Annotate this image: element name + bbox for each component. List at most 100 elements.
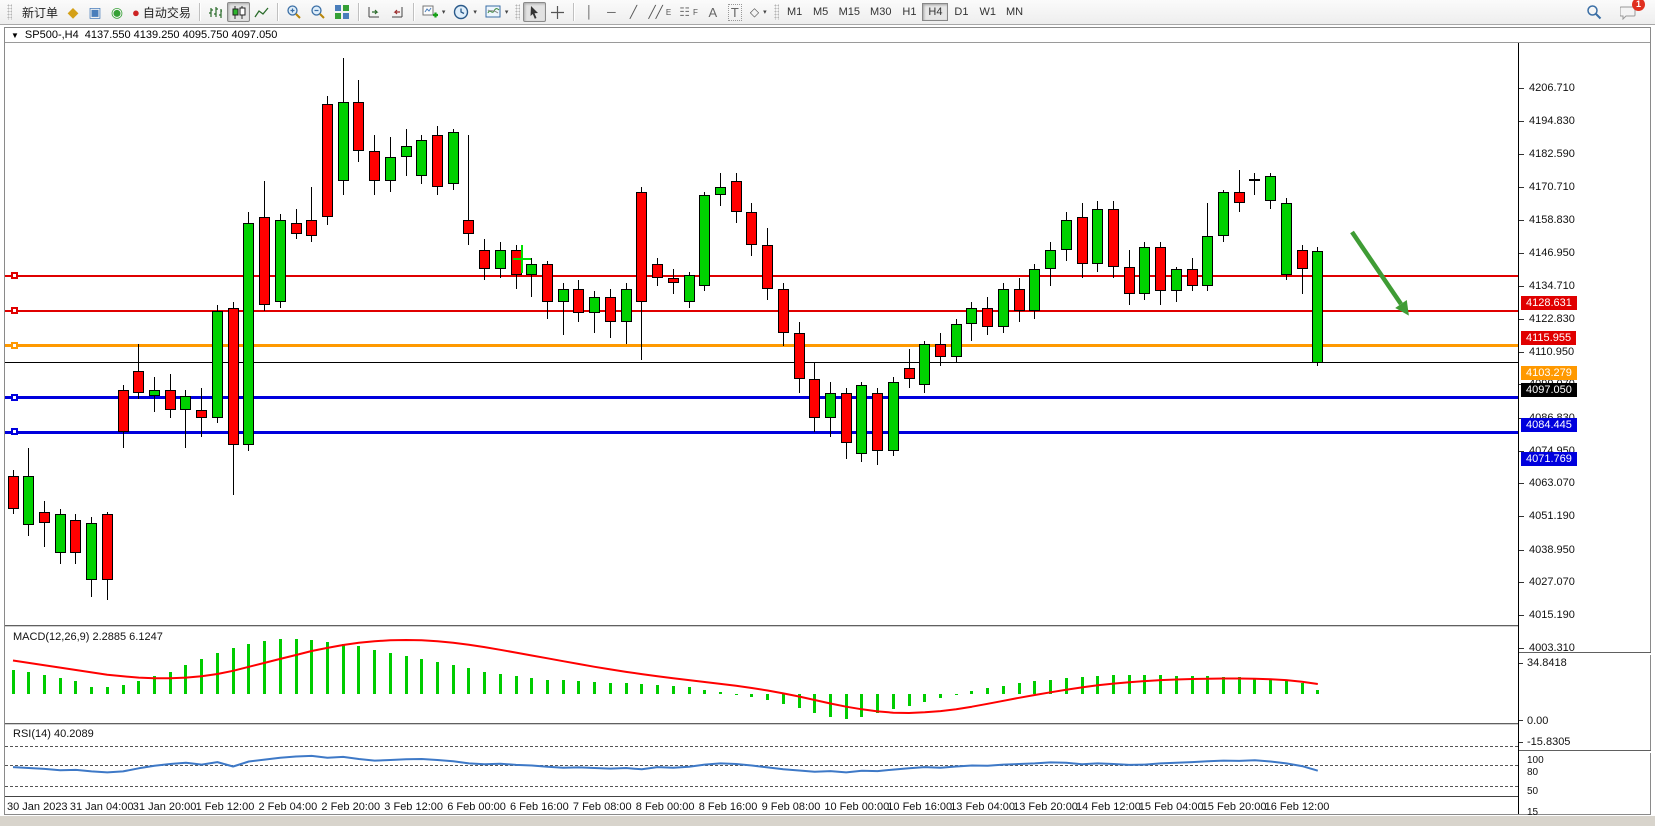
candle-20[interactable] bbox=[321, 104, 333, 217]
candle-19[interactable] bbox=[306, 219, 318, 237]
time-label[interactable]: 6 Feb 16:00 bbox=[510, 801, 569, 813]
time-label[interactable]: 6 Feb 00:00 bbox=[447, 801, 506, 813]
timeframe-button-m5[interactable]: M5 bbox=[813, 6, 829, 18]
candle-55[interactable] bbox=[872, 393, 884, 451]
candle-68[interactable] bbox=[1076, 217, 1088, 264]
fibonacci-tool-button[interactable]: ☷ F bbox=[675, 2, 702, 22]
timeframe-button-d1[interactable]: D1 bbox=[954, 6, 969, 18]
candle-45[interactable] bbox=[714, 186, 726, 196]
candle-47[interactable] bbox=[746, 211, 758, 245]
candle-67[interactable] bbox=[1060, 219, 1072, 251]
line-chart-mode-button[interactable] bbox=[250, 2, 273, 22]
time-label[interactable]: 16 Feb 12:00 bbox=[1264, 801, 1330, 813]
horizontal-line-tool-button[interactable]: ─ bbox=[600, 2, 622, 22]
candle-71[interactable] bbox=[1123, 266, 1135, 295]
candle-13[interactable] bbox=[211, 310, 223, 418]
candle-78[interactable] bbox=[1233, 192, 1245, 204]
tile-windows-button[interactable] bbox=[330, 2, 354, 22]
candle-35[interactable] bbox=[557, 288, 569, 303]
candle-1[interactable] bbox=[23, 475, 35, 526]
price-line-handle[interactable] bbox=[11, 271, 18, 279]
time-label[interactable]: 30 Jan 2023 bbox=[7, 801, 68, 813]
candle-56[interactable] bbox=[887, 382, 899, 451]
candle-51[interactable] bbox=[809, 379, 821, 418]
candle-16[interactable] bbox=[259, 217, 270, 306]
time-label[interactable]: 14 Feb 12:00 bbox=[1076, 801, 1141, 813]
candle-9[interactable] bbox=[149, 390, 160, 396]
candle-62[interactable] bbox=[982, 307, 994, 328]
candle-39[interactable] bbox=[620, 288, 632, 322]
candle-25[interactable] bbox=[400, 145, 412, 157]
candle-21[interactable] bbox=[337, 101, 349, 182]
timeframe-button-w1[interactable]: W1 bbox=[979, 6, 996, 18]
candle-29[interactable] bbox=[463, 219, 475, 234]
candle-73[interactable] bbox=[1155, 247, 1167, 292]
signals-button[interactable]: ◉ bbox=[106, 2, 128, 22]
price-line-handle[interactable] bbox=[11, 428, 18, 436]
price-line-4115.955[interactable] bbox=[5, 309, 1518, 312]
candle-34[interactable] bbox=[542, 263, 553, 303]
chart-shift-button[interactable] bbox=[386, 2, 409, 22]
candle-63[interactable] bbox=[997, 288, 1009, 328]
time-label[interactable]: 13 Feb 04:00 bbox=[950, 801, 1016, 813]
time-label[interactable]: 3 Feb 12:00 bbox=[384, 801, 444, 813]
panel-separator[interactable] bbox=[5, 723, 1518, 726]
auto-scroll-button[interactable] bbox=[363, 2, 386, 22]
candle-41[interactable] bbox=[652, 263, 663, 278]
candle-12[interactable] bbox=[196, 409, 208, 418]
time-label[interactable]: 8 Feb 00:00 bbox=[635, 801, 695, 813]
search-button[interactable] bbox=[1582, 2, 1606, 22]
crosshair-tool-button[interactable] bbox=[546, 2, 569, 22]
candle-6[interactable] bbox=[101, 514, 113, 581]
trendline-tool-button[interactable]: ╱ bbox=[622, 2, 644, 22]
candle-53[interactable] bbox=[840, 393, 852, 443]
candle-0[interactable] bbox=[7, 475, 19, 509]
price-line-4084.445[interactable] bbox=[5, 396, 1518, 399]
time-label[interactable]: 2 Feb 04:00 bbox=[258, 801, 318, 813]
zoom-out-button[interactable] bbox=[306, 2, 330, 22]
candle-64[interactable] bbox=[1013, 288, 1025, 311]
candle-10[interactable] bbox=[164, 390, 176, 410]
candle-77[interactable] bbox=[1217, 192, 1229, 237]
time-label[interactable]: 2 Feb 20:00 bbox=[321, 801, 381, 813]
candle-22[interactable] bbox=[353, 101, 365, 151]
candle-60[interactable] bbox=[950, 324, 962, 358]
timeframe-button-mn[interactable]: MN bbox=[1005, 6, 1024, 18]
candlestick-mode-button[interactable] bbox=[226, 2, 250, 22]
time-label[interactable]: 13 Feb 20:00 bbox=[1013, 801, 1078, 813]
candle-31[interactable] bbox=[494, 250, 506, 270]
time-label[interactable]: 15 Feb 04:00 bbox=[1138, 801, 1204, 813]
autotrading-button[interactable]: ● 自动交易 bbox=[128, 2, 195, 22]
timeframe-button-h4[interactable]: H4 bbox=[922, 3, 949, 21]
price-axis[interactable]: 4206.710 4194.830 4182.590 4170.710 4158.830… bbox=[1518, 43, 1651, 826]
text-tool-button[interactable]: A bbox=[702, 2, 724, 22]
candle-40[interactable] bbox=[636, 192, 648, 303]
channel-tool-button[interactable]: ╱╱ E bbox=[644, 2, 675, 22]
periods-button[interactable]: ▾ bbox=[449, 2, 481, 22]
price-line-handle[interactable] bbox=[11, 393, 18, 401]
time-label[interactable]: 1 Feb 12:00 bbox=[195, 801, 255, 813]
template-button[interactable]: ▾ bbox=[481, 2, 513, 22]
candle-28[interactable] bbox=[447, 131, 459, 185]
candle-38[interactable] bbox=[604, 296, 616, 322]
candle-18[interactable] bbox=[290, 222, 302, 234]
candle-33[interactable] bbox=[526, 263, 538, 275]
shapes-tool-button[interactable]: ◇ ▾ bbox=[746, 2, 771, 22]
price-line-handle[interactable] bbox=[11, 306, 18, 314]
order-book-button[interactable]: ◆ bbox=[62, 2, 84, 22]
candle-4[interactable] bbox=[70, 519, 82, 553]
candle-24[interactable] bbox=[384, 156, 396, 182]
vertical-line-tool-button[interactable]: │ bbox=[578, 2, 600, 22]
text-label-tool-button[interactable]: T bbox=[724, 2, 746, 22]
candle-3[interactable] bbox=[54, 514, 66, 553]
terminal-button[interactable]: ▣ bbox=[84, 2, 106, 22]
candle-14[interactable] bbox=[227, 307, 239, 446]
candle-8[interactable] bbox=[133, 371, 145, 394]
candle-72[interactable] bbox=[1139, 247, 1151, 295]
time-label[interactable]: 15 Feb 20:00 bbox=[1201, 801, 1267, 813]
price-line-4071.769[interactable] bbox=[5, 430, 1518, 434]
candle-65[interactable] bbox=[1029, 269, 1041, 311]
candle-11[interactable] bbox=[180, 396, 192, 410]
candle-44[interactable] bbox=[699, 195, 711, 286]
